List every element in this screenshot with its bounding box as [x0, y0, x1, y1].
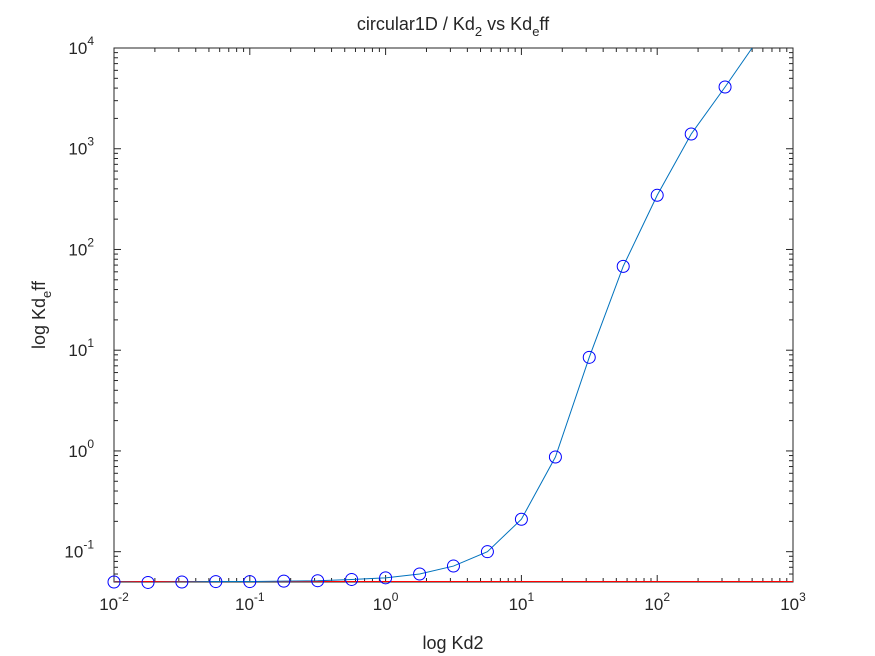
data-point-marker: [311, 574, 325, 588]
data-point-marker: [514, 512, 528, 526]
data-point-marker: [480, 545, 494, 559]
data-point-marker: [684, 127, 698, 141]
series-layer: [107, 48, 753, 589]
data-point-marker: [243, 575, 257, 589]
x-tick-label: 10-2: [99, 590, 129, 614]
data-point-marker: [413, 567, 427, 581]
data-point-marker: [141, 575, 155, 589]
y-tick-label: 100: [68, 437, 94, 461]
y-axis-label: log Kdeff: [29, 280, 54, 349]
data-point-marker: [446, 559, 460, 573]
data-point-marker: [582, 350, 596, 364]
x-tick-label: 10-1: [235, 590, 265, 614]
axes-box: [113, 47, 794, 583]
data-point-marker: [345, 572, 359, 586]
x-axis-ticks: 10-2 10-1 100 101 102 103: [99, 48, 806, 614]
y-tick-label: 10-1: [64, 538, 94, 562]
y-tick-label: 102: [68, 235, 94, 259]
y-axis-ticks: 10-1 100 101 102 103 104: [64, 34, 793, 583]
plot-frame: [113, 47, 794, 583]
data-point-marker: [379, 571, 393, 585]
x-tick-label: 100: [373, 590, 399, 614]
y-tick-label: 104: [68, 34, 94, 58]
data-point-marker: [718, 80, 732, 94]
data-point-marker: [277, 574, 291, 588]
y-tick-label: 103: [68, 135, 94, 159]
data-point-marker: [650, 188, 664, 202]
x-tick-label: 102: [644, 590, 670, 614]
data-point-marker: [209, 575, 223, 589]
y-tick-label: 101: [68, 336, 94, 360]
x-tick-label: 101: [509, 590, 535, 614]
x-tick-label: 103: [780, 590, 806, 614]
data-point-marker: [616, 259, 630, 273]
chart-title: circular1D / Kd2 vs Kdeff: [357, 14, 550, 39]
data-point-marker: [548, 450, 562, 464]
data-point-marker: [107, 575, 121, 589]
x-axis-label: log Kd2: [422, 633, 483, 653]
data-point-marker: [175, 575, 189, 589]
